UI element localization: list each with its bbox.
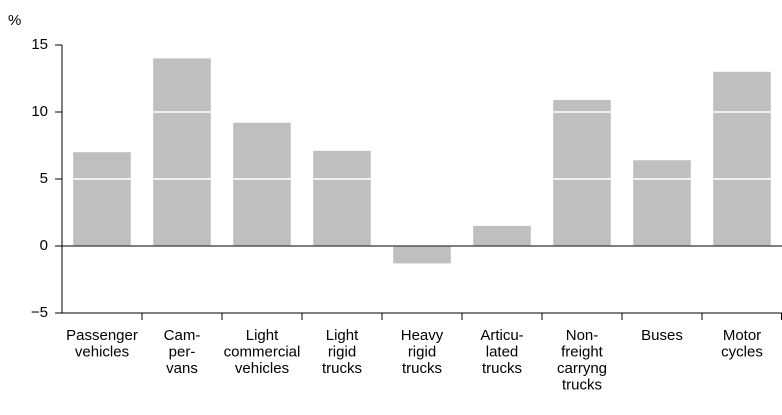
y-tick-label: 5 [40,170,48,187]
y-unit: % [8,12,21,29]
x-tick-label: Articu- [480,327,523,344]
x-tick-label: Cam- [164,327,201,344]
x-tick-label: rigid [408,343,436,360]
y-tick-label: 0 [40,237,48,254]
x-tick-label: vehicles [75,343,129,360]
x-tick-label: Buses [641,327,683,344]
x-tick-label: Light [246,327,279,344]
x-tick-label: commercial [224,343,301,360]
x-tick-label: trucks [322,360,362,377]
x-tick-label: carryng [557,360,607,377]
bar [713,71,771,246]
x-tick-label: trucks [402,360,442,377]
x-tick-label: cycles [721,343,763,360]
bar [73,152,131,246]
x-tick-label: trucks [482,360,522,377]
x-tick-label: Non- [566,327,599,344]
y-tick-label: −5 [31,304,48,321]
bar [233,122,291,246]
x-tick-label: vans [166,360,198,377]
x-tick-label: Passenger [66,327,138,344]
bar [393,246,451,264]
x-tick-label: freight [561,343,604,360]
x-tick-label: vehicles [235,360,289,377]
bar [313,150,371,246]
bar [473,225,531,246]
bar [633,160,691,246]
x-tick-label: Light [326,327,359,344]
x-tick-label: per- [169,343,196,360]
x-tick-label: lated [486,343,519,360]
x-tick-label: Heavy [401,327,444,344]
x-tick-label: rigid [328,343,356,360]
bar [153,58,211,247]
y-tick-label: 10 [31,103,48,120]
y-tick-label: 15 [31,36,48,53]
bar [553,99,611,246]
x-tick-label: Motor [723,327,761,344]
x-tick-label: trucks [562,376,602,393]
